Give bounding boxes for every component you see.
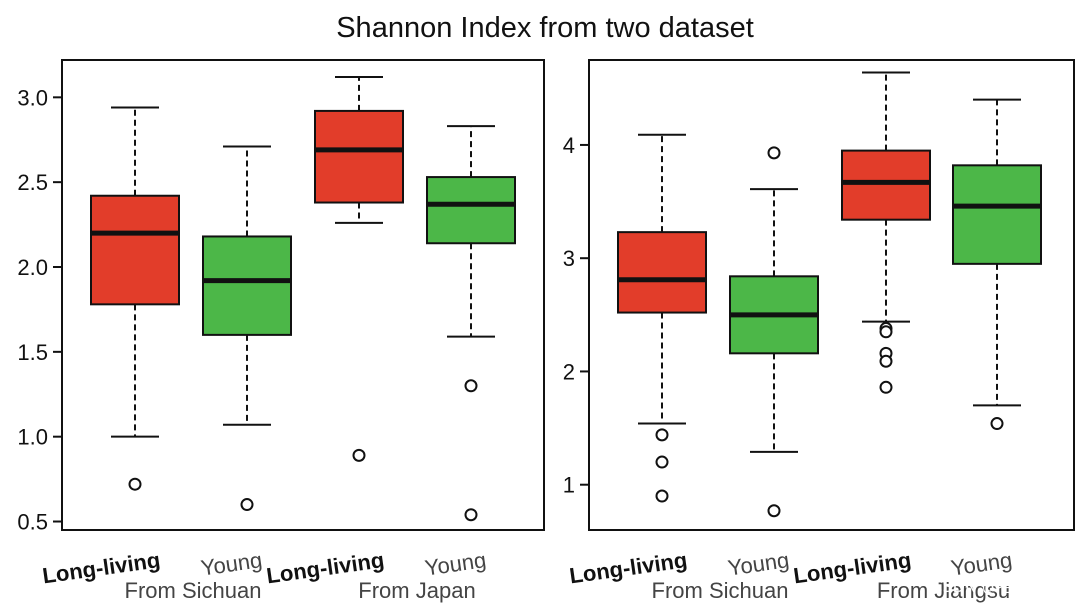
outlier-point [464,379,478,393]
y-tick-label: 1 [563,473,575,498]
watermark: CSDN @谷禾牛博 [931,577,1062,596]
outlier-point [655,455,669,469]
y-tick-label: 3 [563,246,575,271]
category-label: Young [423,547,487,580]
category-label: Young [726,547,790,580]
box-long-living-2 [314,75,404,462]
group-label: From Sichuan [125,578,262,603]
iqr-box [314,109,404,204]
category-label: Young [199,547,263,580]
y-tick-label: 3.0 [17,85,48,110]
y-tick-label: 4 [563,133,575,158]
outlier-point [464,508,478,522]
box-young-1 [729,146,819,518]
box-young-3 [952,98,1042,431]
chart-title: Shannon Index from two dataset [336,12,754,44]
group-label: From Sichuan [652,578,789,603]
outlier-point [655,428,669,442]
iqr-box [952,164,1042,265]
box-young-3 [426,125,516,522]
y-tick-label: 2.5 [17,170,48,195]
outlier-point [879,354,893,368]
group-label: From Japan [358,578,475,603]
plot-frame [588,59,1075,531]
box-long-living-0 [617,133,707,503]
y-tick-label: 2.0 [17,255,48,280]
box-long-living-2 [841,71,931,394]
iqr-box [617,231,707,314]
iqr-box [426,176,516,245]
outlier-point [240,498,254,512]
box-long-living-0 [90,106,180,491]
iqr-box [202,235,292,336]
y-tick-label: 1.5 [17,340,48,365]
outlier-point [879,380,893,394]
y-tick-label: 0.5 [17,510,48,535]
category-label: Young [949,547,1013,580]
outlier-point [767,146,781,160]
plot-frame [61,59,545,531]
outlier-point [879,325,893,339]
group-label: From Jiangsu [877,578,1010,603]
outlier-point [128,477,142,491]
outlier-point [352,448,366,462]
iqr-box [841,149,931,221]
outlier-point [990,417,1004,431]
outlier-point [767,504,781,518]
outlier-point [655,489,669,503]
y-tick-label: 2 [563,359,575,384]
y-tick-label: 1.0 [17,425,48,450]
box-young-1 [202,145,292,512]
iqr-box [90,194,180,306]
